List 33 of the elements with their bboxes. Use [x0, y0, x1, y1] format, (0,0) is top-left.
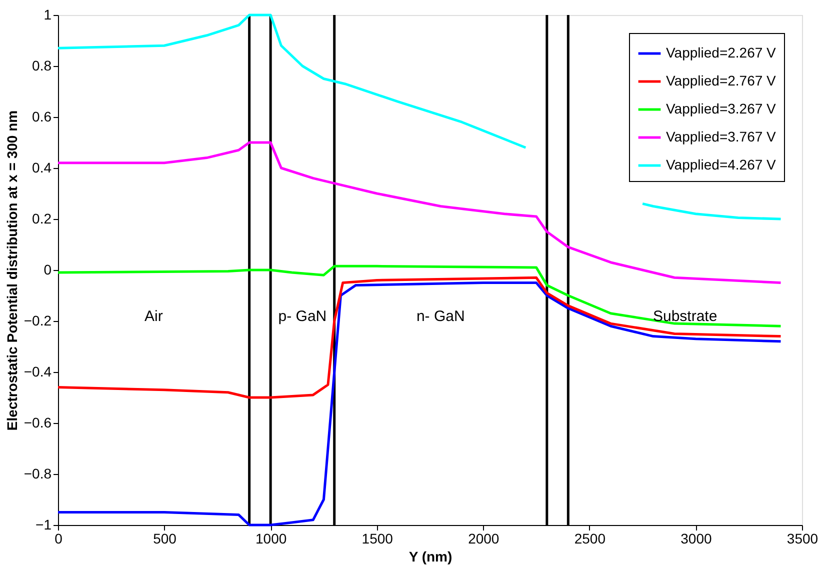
- legend-label: Vapplied=4.267 V: [666, 156, 777, 172]
- x-tick-label: 1000: [255, 530, 287, 546]
- legend-label: Vapplied=3.767 V: [666, 128, 777, 144]
- annotation: Air: [144, 308, 163, 325]
- y-tick-label: 0.8: [32, 58, 52, 74]
- y-axis-title: Electrostatic Potential distribution at x = 300 nm: [4, 110, 20, 431]
- y-tick-label: −0.4: [24, 364, 52, 380]
- x-tick-label: 2000: [468, 530, 500, 546]
- y-tick-label: −0.8: [24, 466, 52, 482]
- line-series: [56, 282, 782, 526]
- x-axis-title: Y (nm): [408, 548, 452, 564]
- legend-label: Vapplied=2.767 V: [666, 72, 777, 88]
- y-tick-label: 0.4: [32, 160, 52, 176]
- y-tick-label: −0.6: [24, 414, 52, 430]
- y-tick-label: 0.6: [32, 108, 52, 124]
- line-series: [56, 276, 782, 399]
- y-tick-label: 0.2: [32, 210, 52, 226]
- y-tick-label: −1: [36, 516, 52, 532]
- y-tick-label: −0.2: [24, 312, 52, 328]
- legend-label: Vapplied=2.267 V: [666, 44, 777, 60]
- x-tick-label: 3500: [786, 530, 818, 546]
- legend-label: Vapplied=3.267 V: [666, 100, 777, 116]
- annotation: n- GaN: [416, 308, 465, 325]
- y-tick-label: 0: [44, 262, 52, 278]
- x-tick-label: 3000: [680, 530, 712, 546]
- x-tick-label: 500: [153, 530, 177, 546]
- y-tick-label: 1: [44, 6, 52, 22]
- x-tick-label: 2500: [574, 530, 606, 546]
- line-series: [56, 264, 782, 328]
- annotation: p- GaN: [278, 308, 327, 325]
- annotation: Substrate: [652, 308, 718, 325]
- x-tick-label: 1500: [362, 530, 394, 546]
- x-tick-label: 0: [54, 530, 63, 546]
